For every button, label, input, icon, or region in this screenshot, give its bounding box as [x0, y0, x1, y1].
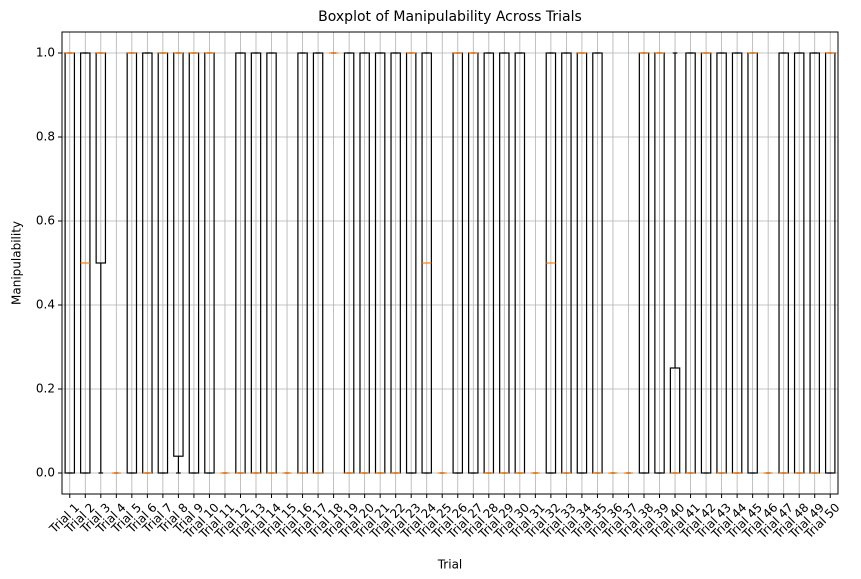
- y-tick-label: 0.0: [36, 466, 55, 480]
- x-axis-label: Trial: [437, 558, 463, 572]
- plot-frame: [61, 31, 839, 495]
- marks: [64, 52, 836, 474]
- chart-title: Boxplot of Manipulability Across Trials: [318, 9, 582, 25]
- grid: [62, 32, 838, 494]
- y-tick-label: 0.2: [36, 382, 55, 396]
- y-axis-label: Manipulability: [10, 221, 24, 305]
- y-tick-label: 1.0: [36, 46, 55, 60]
- y-tick-label: 0.8: [36, 130, 55, 144]
- y-tick-label: 0.6: [36, 214, 55, 228]
- y-tick-label: 0.4: [36, 298, 55, 312]
